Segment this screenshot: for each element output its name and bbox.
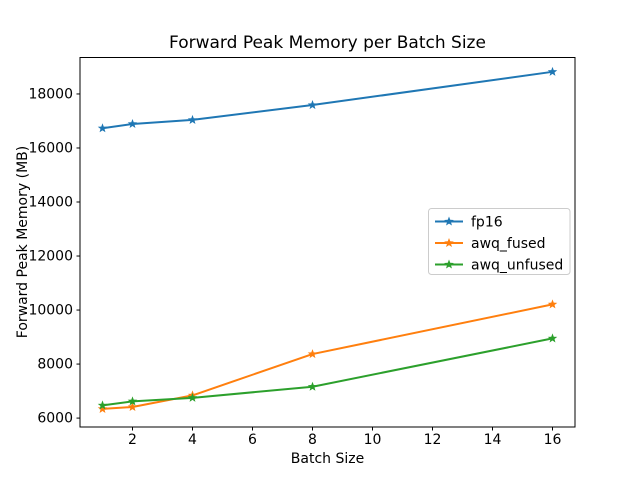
legend-label: awq_fused [471, 236, 546, 252]
y-tick-label: 6000 [37, 411, 73, 427]
series-line-awq_fused [102, 303, 553, 410]
chart-title: Forward Peak Memory per Batch Size [169, 33, 486, 53]
legend-box [428, 208, 571, 275]
legend-label: fp16 [471, 215, 503, 231]
series-marker-awq_fused [547, 299, 558, 309]
legend: fp16 awq_fused awq_unfused [428, 208, 571, 275]
x-tick-label: 12 [424, 432, 442, 448]
x-axis-label: Batch Size [290, 451, 365, 467]
series-marker-awq_unfused [187, 392, 198, 402]
y-tick-label: 14000 [28, 195, 73, 211]
x-tick-label: 4 [188, 432, 197, 448]
series-marker-awq_unfused [97, 400, 108, 410]
series-marker-fp16 [187, 114, 198, 124]
x-tick-label: 2 [128, 432, 137, 448]
plot-border [79, 57, 576, 428]
series-marker-fp16 [307, 100, 318, 110]
x-tick-label: 16 [544, 432, 562, 448]
legend-star-icon [444, 259, 454, 269]
series-marker-awq_fused [307, 349, 318, 359]
legend-label: awq_unfused [471, 258, 563, 274]
series-marker-fp16 [127, 118, 138, 128]
y-tick-label: 16000 [28, 140, 73, 156]
x-tick-label: 8 [308, 432, 317, 448]
series-marker-fp16 [97, 123, 108, 133]
y-tick-label: 8000 [37, 357, 73, 373]
legend-star-icon [444, 216, 454, 226]
series-marker-awq_fused [127, 402, 138, 412]
series-marker-awq_unfused [127, 396, 138, 406]
y-tick-label: 12000 [28, 249, 73, 265]
series-marker-awq_fused [97, 403, 108, 413]
x-tick-label: 10 [364, 432, 382, 448]
x-tick-label: 6 [248, 432, 257, 448]
y-tick-label: 10000 [28, 303, 73, 319]
series-line-fp16 [102, 70, 553, 130]
x-tick-label: 14 [484, 432, 502, 448]
y-tick-label: 18000 [28, 86, 73, 102]
legend-star-icon [444, 238, 454, 248]
y-axis-label: Forward Peak Memory (MB) [15, 145, 31, 339]
series-line-awq_unfused [102, 337, 553, 407]
legend-item-awq_fused: awq_fused [435, 236, 546, 252]
series-marker-fp16 [547, 66, 558, 76]
legend-item-awq_unfused: awq_unfused [435, 258, 563, 274]
series-marker-awq_unfused [547, 333, 558, 343]
series-marker-awq_unfused [307, 381, 318, 391]
legend-item-fp16: fp16 [435, 215, 503, 231]
